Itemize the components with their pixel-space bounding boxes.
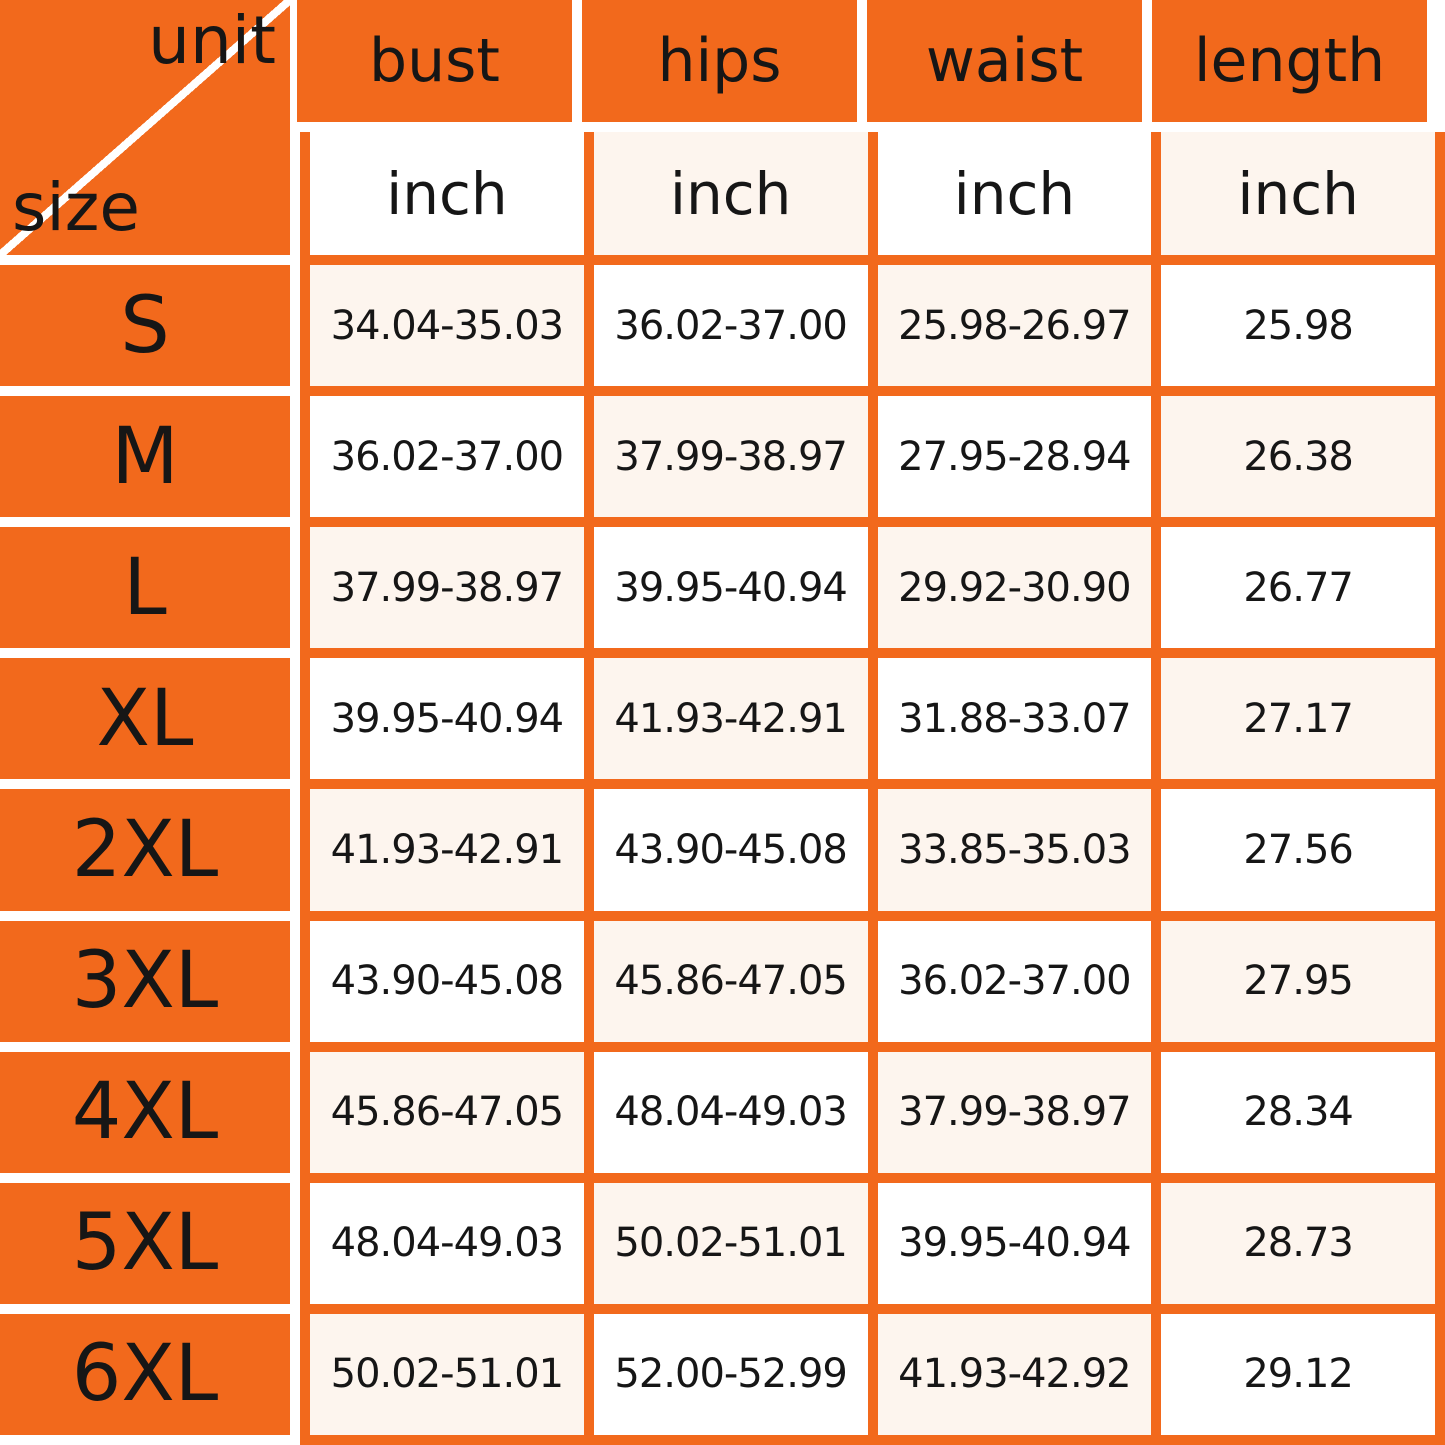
size-label-xl: XL [0,658,290,780]
measurement-cell-l-length: 26.77 [1161,527,1435,649]
measurement-cell-2xl-length: 27.56 [1161,789,1435,911]
measurement-cell-3xl-length: 27.95 [1161,920,1435,1042]
measurement-cell-6xl-hips: 52.00-52.99 [593,1313,868,1435]
measurement-cell-3xl-waist: 36.02-37.00 [877,920,1152,1042]
column-header-row: bust hips waist length [297,0,1427,122]
measurement-cell-4xl-hips: 48.04-49.03 [593,1051,868,1173]
column-header-length: length [1152,0,1427,122]
size-label-6xl: 6XL [0,1313,290,1435]
measurement-cell-5xl-length: 28.73 [1161,1182,1435,1304]
measurement-cell-l-hips: 39.95-40.94 [593,527,868,649]
measurement-cell-2xl-waist: 33.85-35.03 [877,789,1152,911]
measurement-cell-2xl-hips: 43.90-45.08 [593,789,868,911]
measurement-grid: inch inch inch inch 34.04-35.03 36.02-37… [300,132,1445,1445]
measurement-cell-m-hips: 37.99-38.97 [593,396,868,518]
size-label-s: S [0,265,290,387]
measurement-cell-xl-hips: 41.93-42.91 [593,658,868,780]
size-label-2xl: 2XL [0,789,290,911]
measurement-cell-xl-length: 27.17 [1161,658,1435,780]
measurement-cell-4xl-length: 28.34 [1161,1051,1435,1173]
size-label-4xl: 4XL [0,1051,290,1173]
measurement-cell-xl-waist: 31.88-33.07 [877,658,1152,780]
measurement-cell-3xl-bust: 43.90-45.08 [310,920,584,1042]
measurement-cell-m-bust: 36.02-37.00 [310,396,584,518]
measurement-cell-l-waist: 29.92-30.90 [877,527,1152,649]
measurement-cell-4xl-bust: 45.86-47.05 [310,1051,584,1173]
measurement-cell-l-bust: 37.99-38.97 [310,527,584,649]
measurement-cell-6xl-bust: 50.02-51.01 [310,1313,584,1435]
column-header-bust: bust [297,0,572,122]
measurement-cell-xl-bust: 39.95-40.94 [310,658,584,780]
measurement-cell-s-waist: 25.98-26.97 [877,265,1152,387]
unit-cell-bust: inch [310,132,584,255]
measurement-cell-m-length: 26.38 [1161,396,1435,518]
unit-cell-hips: inch [593,132,868,255]
measurement-cell-5xl-bust: 48.04-49.03 [310,1182,584,1304]
size-label-5xl: 5XL [0,1182,290,1304]
measurement-cell-m-waist: 27.95-28.94 [877,396,1152,518]
measurement-cell-6xl-waist: 41.93-42.92 [877,1313,1152,1435]
measurement-cell-s-length: 25.98 [1161,265,1435,387]
corner-unit-label: unit [148,2,276,79]
measurement-cell-5xl-hips: 50.02-51.01 [593,1182,868,1304]
measurement-cell-3xl-hips: 45.86-47.05 [593,920,868,1042]
unit-cell-waist: inch [877,132,1152,255]
measurement-cell-s-bust: 34.04-35.03 [310,265,584,387]
column-header-hips: hips [582,0,857,122]
measurement-cell-5xl-waist: 39.95-40.94 [877,1182,1152,1304]
size-label-3xl: 3XL [0,920,290,1042]
measurement-cell-6xl-length: 29.12 [1161,1313,1435,1435]
corner-size-label: size [12,168,140,246]
size-label-column: S M L XL 2XL 3XL 4XL 5XL 6XL [0,265,290,1435]
corner-unit-size-cell: unit size [0,0,290,255]
unit-cell-length: inch [1161,132,1435,255]
size-label-l: L [0,527,290,649]
size-label-m: M [0,396,290,518]
measurement-cell-s-hips: 36.02-37.00 [593,265,868,387]
measurement-cell-2xl-bust: 41.93-42.91 [310,789,584,911]
measurement-cell-4xl-waist: 37.99-38.97 [877,1051,1152,1173]
column-header-waist: waist [867,0,1142,122]
